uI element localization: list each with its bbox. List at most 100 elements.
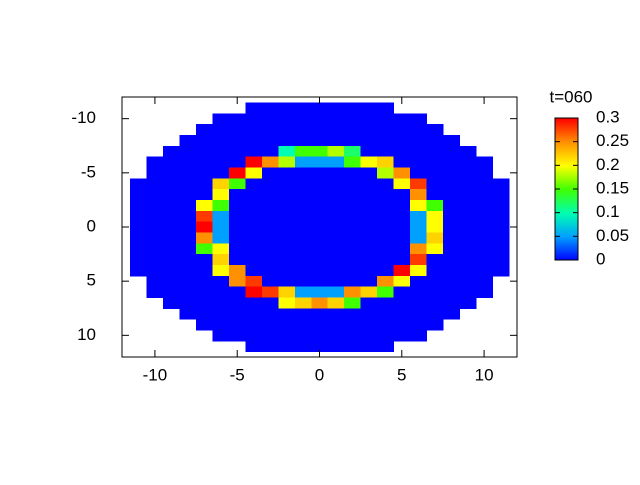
heat-cell <box>442 254 460 266</box>
colorbar-strip <box>555 226 578 228</box>
colorbar-strip <box>555 224 578 226</box>
colorbar-title: t=060 <box>549 87 592 106</box>
heat-cell <box>311 210 329 223</box>
heat-cell <box>377 340 395 353</box>
heat-cell <box>377 102 395 114</box>
heat-cell <box>393 156 411 168</box>
heat-cell <box>360 329 378 342</box>
heat-cell <box>228 221 246 233</box>
heat-cell <box>344 264 362 277</box>
heat-cell <box>426 308 444 320</box>
heat-cell <box>327 275 345 288</box>
heat-cell <box>459 189 477 201</box>
colorbar-strip <box>555 232 578 234</box>
heat-cell <box>278 189 296 201</box>
heat-cell <box>245 199 263 212</box>
heat-cell <box>475 156 493 168</box>
heat-cell <box>360 210 378 223</box>
colorbar-strip <box>555 254 578 256</box>
heat-cell <box>360 254 378 266</box>
colorbar-strip <box>555 184 578 186</box>
colorbar-strip <box>555 142 578 144</box>
heat-cell <box>212 286 230 298</box>
heat-cell <box>196 134 214 147</box>
heat-cell <box>475 199 493 212</box>
heat-cell <box>344 275 362 288</box>
heat-cell <box>410 264 427 277</box>
heat-cell <box>294 340 312 353</box>
colorbar-tick-label: 0.25 <box>596 131 629 150</box>
heat-cell <box>492 189 510 201</box>
colorbar-strip <box>555 236 578 238</box>
heat-cell <box>393 329 411 342</box>
colorbar-strip <box>555 170 578 172</box>
heat-cell <box>245 221 263 233</box>
heat-cell <box>311 145 329 158</box>
heat-cell <box>179 221 197 233</box>
heat-cell <box>344 329 362 342</box>
y-tick-label: 5 <box>87 271 96 290</box>
heat-cell <box>311 264 329 277</box>
heat-cell <box>179 254 197 266</box>
colorbar-tick-label: 0.05 <box>596 226 629 245</box>
heat-cell <box>179 189 197 201</box>
heat-cell <box>475 254 493 266</box>
colorbar-strip <box>555 193 578 195</box>
heat-cell <box>196 145 214 158</box>
heat-cell <box>311 156 329 168</box>
heat-cell <box>360 167 378 179</box>
heat-cell <box>327 189 345 201</box>
colorbar-strip <box>555 135 578 137</box>
heat-cell <box>245 232 263 244</box>
colorbar-strip <box>555 169 578 171</box>
heat-cell <box>278 243 296 255</box>
colorbar-strip <box>555 145 578 147</box>
heat-cell <box>377 124 395 136</box>
heat-cell <box>294 167 312 179</box>
heat-cell <box>146 254 164 266</box>
colorbar-strip <box>555 172 578 174</box>
heat-cell <box>344 232 362 244</box>
colorbar-strip <box>555 229 578 231</box>
heat-cell <box>410 286 427 298</box>
colorbar-strip <box>555 168 578 170</box>
heat-cell <box>311 113 329 125</box>
heat-cell <box>442 275 460 288</box>
heat-cell <box>442 243 460 255</box>
heat-cell <box>130 178 148 190</box>
colorbar-strip <box>555 231 578 233</box>
heat-cell <box>196 308 214 320</box>
heat-cell <box>261 178 279 190</box>
heat-cell <box>327 145 345 158</box>
colorbar-tick-label: 0 <box>596 249 605 268</box>
heat-cell <box>261 199 279 212</box>
heat-cell <box>360 102 378 114</box>
heat-cell <box>360 189 378 201</box>
colorbar-tick-label: 0.15 <box>596 178 629 197</box>
heat-cell <box>311 243 329 255</box>
heat-cell <box>393 124 411 136</box>
heat-cell <box>442 264 460 277</box>
colorbar-strip <box>555 166 578 168</box>
heat-cell <box>146 210 164 223</box>
heat-cell <box>393 264 411 277</box>
heat-cell <box>377 254 395 266</box>
heat-cell <box>410 178 427 190</box>
colorbar-strip <box>555 150 578 152</box>
heat-cell <box>228 167 246 179</box>
heat-cell <box>459 297 477 309</box>
heat-cell <box>245 297 263 309</box>
heat-cell <box>294 156 312 168</box>
heat-cell <box>426 232 444 244</box>
colorbar-strip <box>555 140 578 142</box>
heat-cell <box>261 264 279 277</box>
heat-cell <box>245 124 263 136</box>
heat-cell <box>294 286 312 298</box>
heat-cell <box>393 243 411 255</box>
colorbar-strip <box>555 153 578 155</box>
heat-cell <box>475 286 493 298</box>
heat-cell <box>179 145 197 158</box>
colorbar-strip <box>555 223 578 225</box>
heat-cell <box>228 319 246 331</box>
heat-cell <box>261 243 279 255</box>
